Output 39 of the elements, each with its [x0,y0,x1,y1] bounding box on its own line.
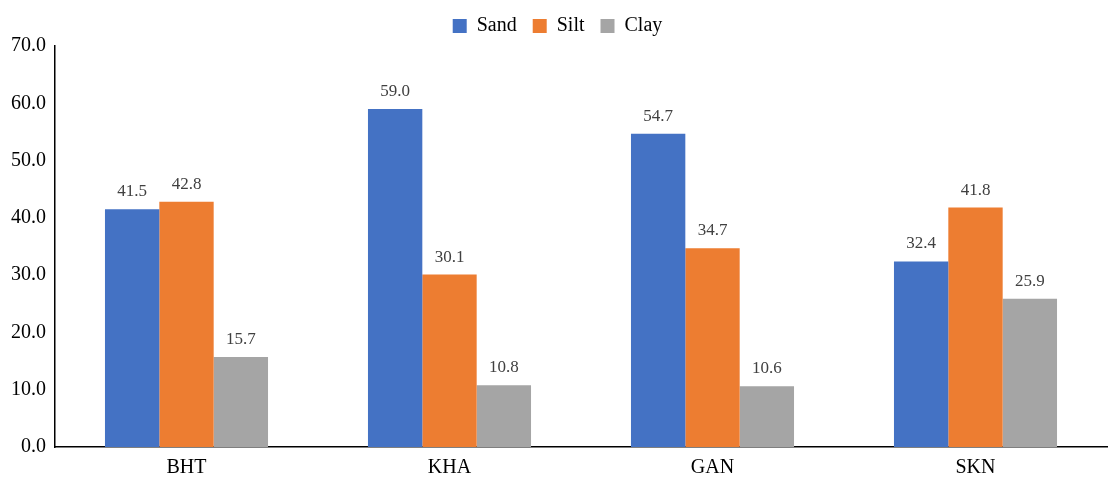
data-label: 10.6 [751,358,782,378]
y-tick-label: 60.0 [11,90,46,113]
data-label: 41.8 [960,179,991,199]
bar [893,261,949,447]
x-tick-label: KHA [427,455,472,478]
bar [159,201,214,447]
y-tick-label: 10.0 [11,376,46,399]
data-label: 10.8 [488,357,519,377]
x-tick-label: SKN [955,455,996,478]
y-tick-label: 0.0 [21,434,46,457]
y-tick-label: 20.0 [11,319,46,342]
data-label: 34.7 [697,220,728,240]
data-label: 25.9 [1014,270,1045,290]
bar [739,386,795,447]
y-tick-label: 50.0 [11,147,46,170]
bar [630,133,686,447]
y-tick-label: 40.0 [11,205,46,228]
data-label: 54.7 [643,105,674,125]
legend-label: Clay [624,13,663,37]
y-tick-label: 70.0 [11,33,46,56]
bar [422,274,477,447]
x-tick-label: BHT [166,455,207,478]
bar [948,207,1003,447]
bar [685,248,740,447]
y-tick-label: 30.0 [11,262,46,285]
bar [1002,298,1058,447]
data-label: 30.1 [434,246,465,266]
bar [104,209,160,447]
data-label: 41.5 [117,181,148,201]
bar [213,357,269,447]
data-label: 15.7 [225,329,257,349]
bar [367,109,423,447]
x-tick-label: GAN [690,455,735,478]
bar [476,385,532,447]
data-label: 59.0 [380,80,411,100]
legend-label: Silt [556,13,585,36]
data-label: 42.8 [171,173,202,193]
data-label: 32.4 [906,233,937,253]
legend-label: Sand [476,13,517,36]
